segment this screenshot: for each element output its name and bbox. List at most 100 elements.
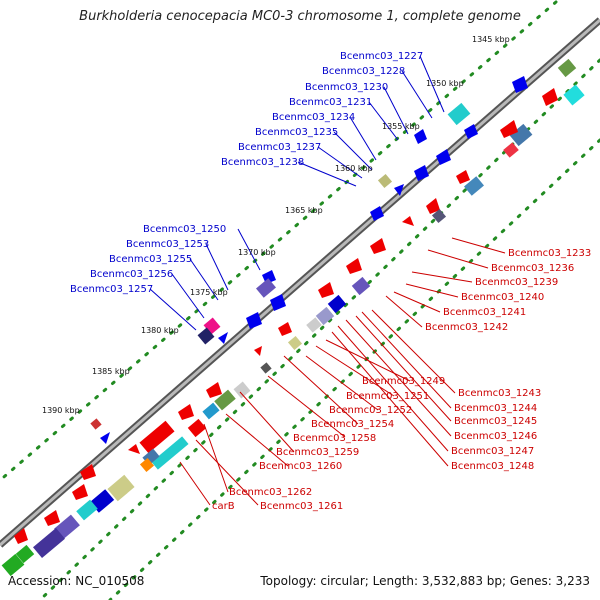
gene-label: Bcenmc03_1260 xyxy=(259,461,342,472)
gene-box xyxy=(54,514,80,540)
leader-line xyxy=(305,355,379,411)
leader-line xyxy=(203,423,229,493)
gene-label: Bcenmc03_1230 xyxy=(305,82,388,93)
leader-line xyxy=(368,101,399,141)
leader-line xyxy=(361,311,452,409)
gene-box xyxy=(151,436,189,470)
gene-arrow xyxy=(402,216,414,226)
leader-line xyxy=(419,55,445,113)
gene-label: Bcenmc03_1234 xyxy=(272,112,355,123)
gene-arrow xyxy=(394,184,404,196)
gene-box xyxy=(15,544,35,564)
scale-label: 1365 kbp xyxy=(285,206,323,215)
gene-arrow xyxy=(80,464,96,480)
leader-line xyxy=(393,291,441,313)
gene-box xyxy=(287,335,303,351)
gene-box xyxy=(431,208,447,224)
gene-label: Bcenmc03_1240 xyxy=(461,292,544,303)
gene-box xyxy=(33,527,65,559)
gene-arrow xyxy=(270,294,286,311)
gene-arrow xyxy=(254,346,262,356)
scale-label: 1385 kbp xyxy=(92,367,130,376)
forward-leader-lines xyxy=(149,55,445,331)
leader-line xyxy=(237,228,261,271)
scale-label: 1345 kbp xyxy=(472,35,510,44)
gene-arrow xyxy=(500,120,518,138)
gene-box xyxy=(202,402,220,420)
scale-labels: 1345 kbp 1350 kbp 1355 kbp 1360 kbp 1365… xyxy=(42,35,510,415)
gene-arrow xyxy=(72,484,88,500)
leader-line xyxy=(385,295,423,328)
gene-arrow xyxy=(246,312,262,329)
scale-label: 1380 kbp xyxy=(141,326,179,335)
leader-line xyxy=(171,273,205,319)
scale-label: 1390 kbp xyxy=(42,406,80,415)
leader-line xyxy=(345,319,452,437)
leader-line xyxy=(427,249,489,269)
leader-line xyxy=(337,325,449,452)
gene-label: Bcenmc03_1253 xyxy=(126,239,209,250)
scale-label: 1350 kbp xyxy=(426,79,464,88)
gene-label: Bcenmc03_1255 xyxy=(109,254,192,265)
leader-line xyxy=(149,288,197,331)
gene-arrow xyxy=(426,198,440,214)
outer-tick-ring xyxy=(0,0,558,483)
leader-line xyxy=(195,439,259,506)
gene-box xyxy=(377,173,393,189)
leader-line xyxy=(371,309,456,394)
gene-box xyxy=(464,176,484,196)
gene-label: Bcenmc03_1236 xyxy=(491,263,574,274)
leader-line xyxy=(355,315,452,422)
gene-label: Bcenmc03_1262 xyxy=(229,487,312,498)
inner-tick-ring xyxy=(38,58,600,600)
gene-arrow xyxy=(542,88,558,106)
gene-box xyxy=(214,389,236,411)
forward-genes xyxy=(90,76,528,444)
gene-label: Bcenmc03_1244 xyxy=(454,403,537,414)
gene-box xyxy=(327,294,347,314)
gene-box xyxy=(107,474,135,502)
gene-label: Bcenmc03_1250 xyxy=(143,224,226,235)
gene-label: Bcenmc03_1259 xyxy=(276,447,359,458)
gene-box xyxy=(563,84,585,106)
backbone-line xyxy=(0,18,600,547)
reverse-gene-labels-right: Bcenmc03_1233 Bcenmc03_1236 Bcenmc03_123… xyxy=(425,248,591,472)
gene-box xyxy=(503,142,519,158)
gene-arrow xyxy=(370,238,386,254)
gene-label: Bcenmc03_1249 xyxy=(362,376,445,387)
forward-gene-labels: Bcenmc03_1227 Bcenmc03_1228 Bcenmc03_123… xyxy=(70,51,423,295)
gene-box xyxy=(139,420,175,454)
gene-box xyxy=(139,457,155,473)
gene-box xyxy=(447,102,471,126)
leader-line xyxy=(189,258,219,301)
gene-label: Bcenmc03_1261 xyxy=(260,501,343,512)
leader-line xyxy=(267,375,346,438)
reverse-genes xyxy=(1,58,585,577)
gene-arrow xyxy=(414,165,429,181)
gene-arrow xyxy=(178,404,194,420)
gene-label: Bcenmc03_1256 xyxy=(90,269,173,280)
gene-arrow xyxy=(370,206,384,221)
gene-arrow xyxy=(100,432,110,444)
scale-label: 1375 kbp xyxy=(190,288,228,297)
gene-arrow xyxy=(278,322,292,336)
gene-label: Bcenmc03_1245 xyxy=(454,416,537,427)
gene-arrow xyxy=(318,282,334,298)
leader-line xyxy=(411,271,473,283)
reverse-gene-labels-lower: Bcenmc03_1249 Bcenmc03_1251 Bcenmc03_125… xyxy=(212,376,445,512)
leader-line xyxy=(451,237,506,254)
gene-arrow xyxy=(218,332,228,344)
leader-line xyxy=(283,355,359,425)
genome-title: Burkholderia cenocepacia MC0-3 chromosom… xyxy=(79,9,521,24)
scale-label: 1360 kbp xyxy=(335,164,373,173)
topology-label: Topology: circular; Length: 3,532,883 bp… xyxy=(260,574,590,588)
leader-line xyxy=(405,283,459,298)
gene-box xyxy=(306,317,322,333)
leader-line xyxy=(297,161,357,187)
gene-label: Bcenmc03_1246 xyxy=(454,431,537,442)
inner-tick-ring-2 xyxy=(108,138,600,600)
gene-label: Bcenmc03_1258 xyxy=(293,433,376,444)
gene-arrow xyxy=(512,76,528,93)
gene-arrow xyxy=(262,270,276,284)
